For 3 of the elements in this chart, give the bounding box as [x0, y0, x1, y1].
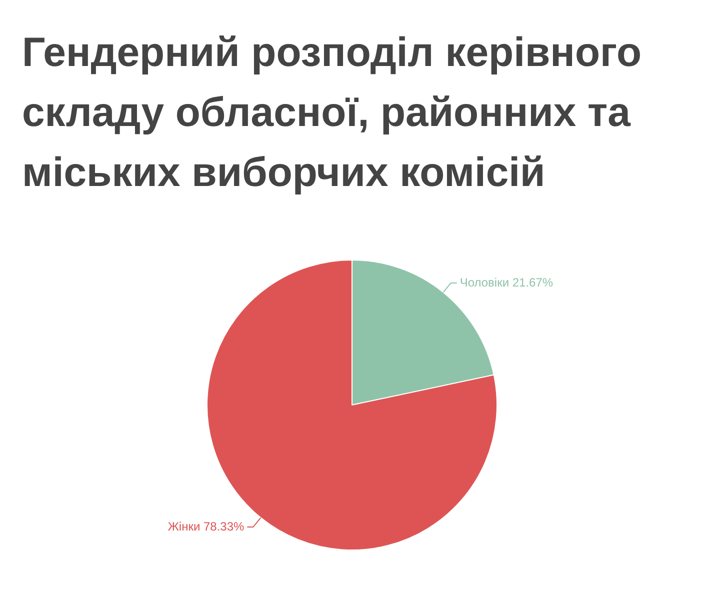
slice-label: Чоловіки 21.67%	[460, 275, 554, 290]
slice-label: Жінки 78.33%	[168, 519, 245, 534]
chart-title: Гендерний розподіл керівного складу обласної, районних та міських виборчих комісій	[22, 28, 643, 197]
